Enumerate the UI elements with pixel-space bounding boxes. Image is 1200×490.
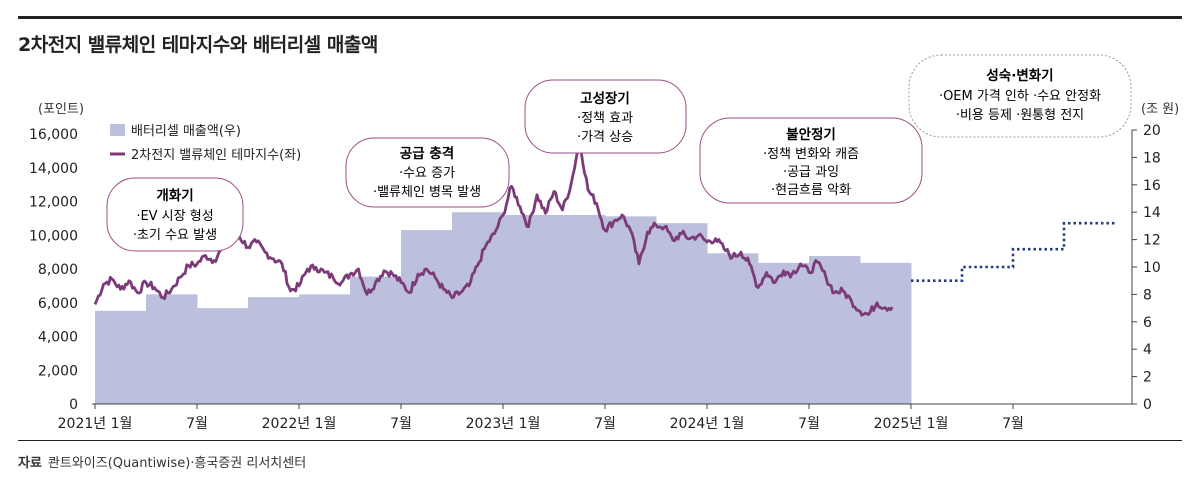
legend-bar-label: 배터리셀 매출액(우) — [131, 124, 241, 139]
projection-line — [911, 221, 1115, 282]
legend: 배터리셀 매출액(우) 2차전지 밸류체인 테마지수(좌) — [110, 124, 301, 163]
callout-3-box — [524, 79, 687, 154]
left-tick-12,000: 12,000 — [29, 195, 78, 211]
x-ticks: 2021년 1월 7월 2022년 1월 7월 2023년 1월 7월 2024년 1월 7월… — [58, 404, 1024, 432]
bar-2022-Q3 — [401, 230, 453, 404]
callout-4-title: 불안정기 — [786, 126, 836, 143]
x-tick-label-4: 2023년 1월 — [466, 416, 541, 432]
callout-3-line-2: ·가격 상승 — [577, 130, 633, 145]
bar-2024-Q4 — [860, 262, 912, 404]
x-tick-label-3: 7월 — [390, 416, 412, 432]
callout-1-line-1: ·EV 시장 형성 — [136, 209, 213, 224]
bottom-rule — [18, 440, 1182, 441]
bar-2023-Q3 — [605, 216, 657, 404]
callout-4-line-1: ·정책 변화와 캐즘 — [763, 147, 859, 162]
chart-svg: (포인트) (조 원) 0 2,000 4,000 6,000 8,000 10,000 1… — [29, 54, 1179, 432]
source-text: 콴트와이즈(Quantiwise)·흥국증권 리서치센터 — [47, 456, 307, 471]
callout-4: 불안정기 ·정책 변화와 캐즘 ·공급 과잉 ·현금흐름 악화 — [699, 117, 923, 204]
bars-layer — [95, 212, 912, 404]
legend-bar-swatch — [110, 124, 125, 136]
bar-2023-Q1 — [503, 214, 555, 404]
callout-1-line-2: ·초기 수요 발생 — [133, 228, 217, 243]
source-label: 자료 — [18, 456, 42, 471]
source-note: 자료 콴트와이즈(Quantiwise)·흥국증권 리서치센터 — [18, 452, 306, 471]
right-ticks: 0 2 4 6 8 10 12 14 16 18 20 — [1132, 123, 1161, 413]
right-tick-12: 12 — [1143, 233, 1161, 249]
x-tick-label-7: 7월 — [798, 416, 820, 432]
x-tick-label-8: 2025년 1월 — [874, 416, 949, 432]
callout-3: 고성장기 ·정책 효과 ·가격 상승 — [524, 79, 687, 154]
callout-2-box — [345, 137, 510, 208]
bar-2022-Q4 — [452, 212, 504, 404]
legend-line-label: 2차전지 밸류체인 테마지수(좌) — [131, 148, 301, 163]
bar-2021-Q4 — [248, 297, 300, 404]
callout-2-line-1: ·수요 증가 — [399, 166, 455, 181]
top-rule — [18, 16, 1182, 19]
callout-1-box — [106, 177, 244, 252]
bar-2021-Q1 — [95, 310, 147, 404]
callout-5-box — [908, 54, 1132, 138]
x-tick-label-6: 2024년 1월 — [670, 416, 745, 432]
bar-2023-Q2 — [554, 214, 606, 404]
right-tick-4: 4 — [1143, 342, 1152, 358]
bar-2021-Q3 — [197, 308, 249, 404]
left-tick-10,000: 10,000 — [29, 228, 78, 244]
callout-5: 성숙·변화기 ·OEM 가격 인하 ·수요 안정화 ·비용 등제 ·원통형 전지 — [908, 54, 1132, 138]
callout-3-line-1: ·정책 효과 — [577, 111, 633, 126]
callout-2: 공급 충격 ·수요 증가 ·밸류체인 병목 발생 — [345, 137, 510, 208]
callout-4-line-2: ·공급 과잉 — [783, 165, 839, 180]
left-tick-16,000: 16,000 — [29, 127, 78, 143]
callout-2-line-2: ·밸류체인 병목 발생 — [373, 185, 481, 200]
callout-2-title: 공급 충격 — [400, 145, 454, 162]
callout-5-title: 성숙·변화기 — [986, 68, 1053, 84]
chart-title: 2차전지 밸류체인 테마지수와 배터리셀 매출액 — [18, 34, 378, 56]
callout-4-box — [699, 117, 923, 204]
x-tick-label-2: 2022년 1월 — [262, 416, 337, 432]
left-tick-14,000: 14,000 — [29, 161, 78, 177]
bar-2022-Q2 — [350, 276, 402, 404]
callout-5-line-2: ·비용 등제 ·원통형 전지 — [956, 108, 1084, 123]
right-tick-10: 10 — [1143, 260, 1161, 276]
right-tick-0: 0 — [1143, 397, 1152, 413]
x-tick-label-0: 2021년 1월 — [58, 416, 133, 432]
right-tick-2: 2 — [1143, 370, 1152, 386]
bar-2021-Q2 — [146, 294, 198, 404]
right-axis-unit: (조 원) — [1141, 102, 1179, 117]
right-tick-14: 14 — [1143, 205, 1161, 221]
right-tick-8: 8 — [1143, 287, 1152, 303]
callout-1: 개화기 ·EV 시장 형성 ·초기 수요 발생 — [106, 177, 244, 252]
left-tick-6,000: 6,000 — [38, 296, 78, 312]
callout-1-title: 개화기 — [156, 188, 193, 204]
bar-2024-Q3 — [809, 256, 861, 404]
callout-5-line-1: ·OEM 가격 인하 ·수요 안정화 — [939, 89, 1101, 104]
x-tick-label-1: 7월 — [186, 416, 208, 432]
right-tick-20: 20 — [1143, 123, 1161, 139]
right-tick-18: 18 — [1143, 150, 1161, 166]
left-tick-0: 0 — [69, 397, 78, 413]
bar-2024-Q2 — [758, 262, 810, 404]
bar-2024-Q1 — [707, 253, 759, 404]
projection-layer — [911, 221, 1115, 282]
callout-3-title: 고성장기 — [580, 90, 630, 107]
bar-2023-Q4 — [656, 223, 708, 404]
x-tick-label-5: 7월 — [594, 416, 616, 432]
callout-4-line-3: ·현금흐름 악화 — [771, 183, 851, 198]
bar-2022-Q1 — [299, 294, 351, 404]
x-tick-label-9: 7월 — [1002, 416, 1024, 432]
left-tick-4,000: 4,000 — [38, 330, 78, 346]
right-tick-16: 16 — [1143, 178, 1161, 194]
left-tick-8,000: 8,000 — [38, 262, 78, 278]
left-tick-2,000: 2,000 — [38, 363, 78, 379]
left-ticks: 0 2,000 4,000 6,000 8,000 10,000 12,000 14,000 1… — [29, 127, 78, 413]
right-tick-6: 6 — [1143, 315, 1152, 331]
left-axis-unit: (포인트) — [38, 102, 84, 117]
